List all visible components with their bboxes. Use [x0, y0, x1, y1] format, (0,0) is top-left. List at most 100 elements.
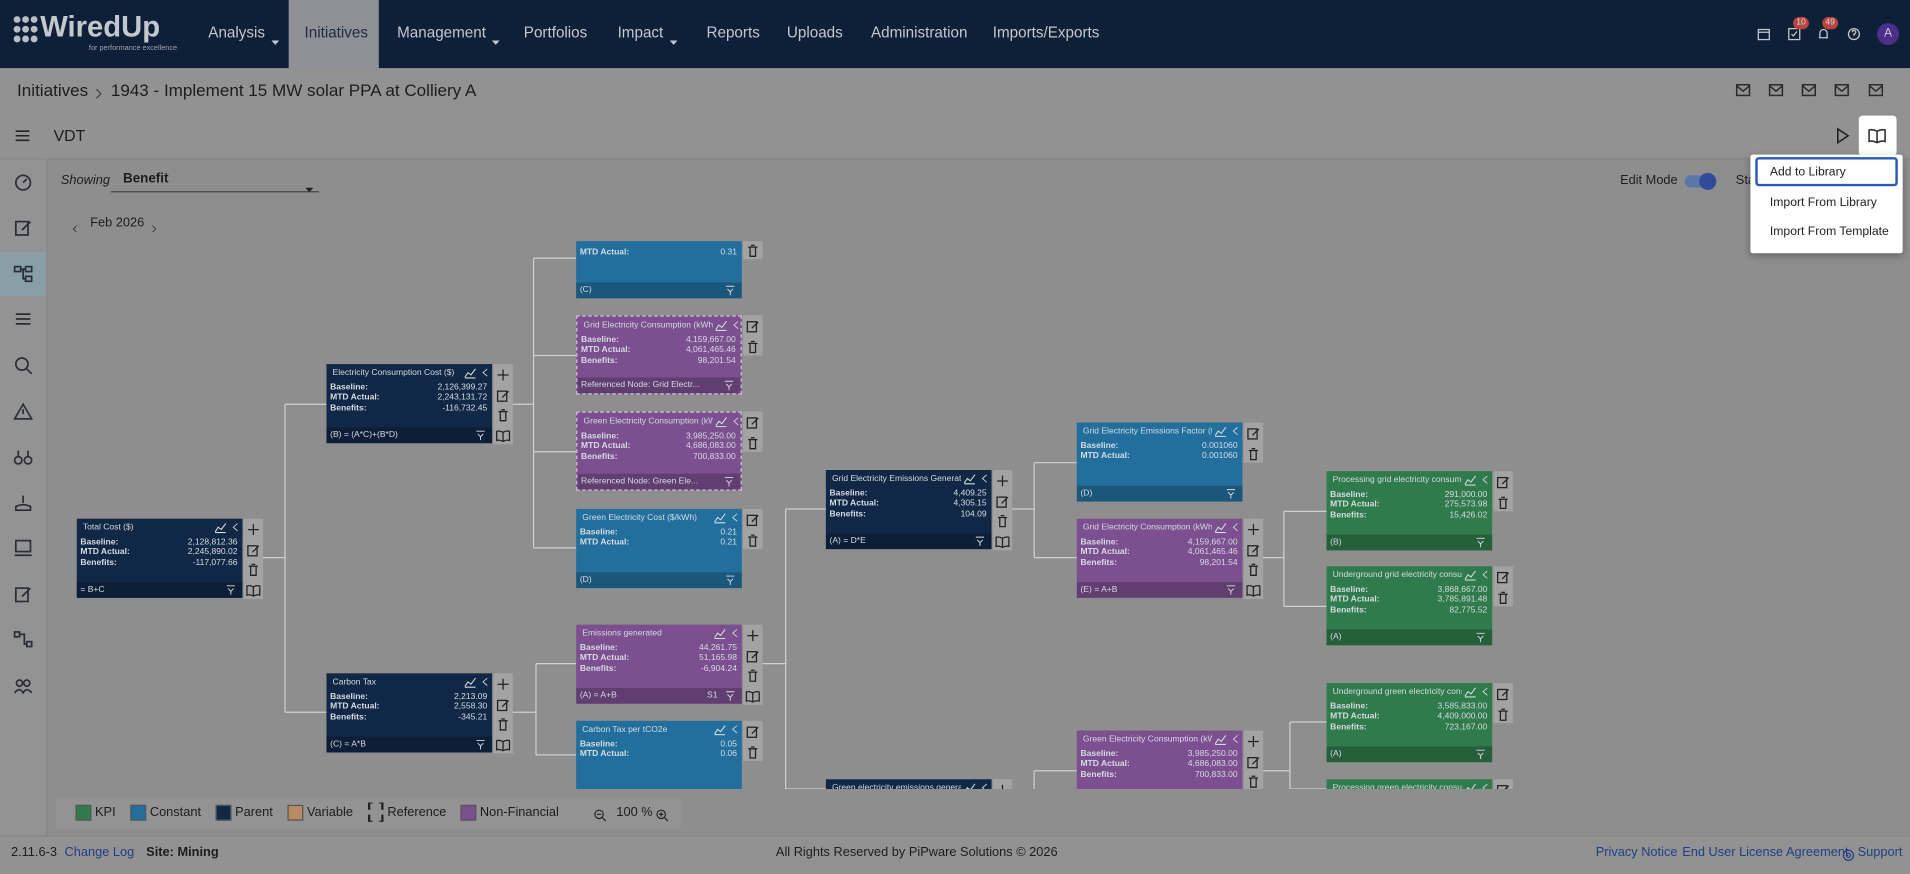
node-collapse[interactable] — [979, 782, 989, 790]
vdt-node[interactable]: Carbon Tax per tCO2e Baseline: 0.05 MTD Act… — [576, 720, 742, 790]
node-action[interactable] — [496, 736, 511, 751]
node-action[interactable] — [1246, 581, 1261, 597]
node-action[interactable] — [1496, 706, 1511, 721]
node-action[interactable] — [745, 434, 760, 449]
node-collapse[interactable] — [1480, 474, 1490, 486]
sidebar-icon[interactable] — [13, 402, 34, 421]
node-chart-icon[interactable] — [1463, 782, 1478, 790]
sidebar-icon[interactable] — [13, 584, 32, 603]
node-action[interactable] — [1246, 445, 1261, 460]
node-chart-icon[interactable] — [713, 627, 728, 640]
node-collapse[interactable] — [730, 511, 740, 523]
menu-item[interactable]: Import From Library — [1769, 195, 1877, 209]
node-action[interactable] — [496, 676, 511, 691]
sidebar-icon[interactable] — [13, 172, 32, 191]
node-action[interactable] — [1496, 782, 1511, 790]
sidebar-icon[interactable] — [13, 264, 33, 283]
changelog-link[interactable]: Change Log — [64, 845, 135, 860]
vdt-node[interactable]: Grid Electricity Consumption (kWh) Baseli… — [576, 315, 742, 395]
node-action[interactable] — [1246, 521, 1261, 536]
header-icon[interactable] — [1847, 26, 1862, 41]
breadcrumb-link[interactable]: Initiatives — [17, 80, 89, 100]
nav-item[interactable]: Analysis — [208, 24, 265, 42]
node-collapse[interactable] — [1480, 569, 1490, 581]
node-collapse[interactable] — [1480, 686, 1490, 698]
node-chart-icon[interactable] — [962, 782, 977, 790]
vdt-node[interactable]: Grid Electricity Consumption (kWh) Baseli… — [1076, 518, 1243, 598]
sidebar-icon[interactable] — [13, 676, 33, 695]
node-collapse[interactable] — [731, 319, 741, 331]
node-action[interactable] — [1496, 474, 1511, 489]
node-action[interactable] — [745, 531, 760, 547]
vdt-node[interactable]: Green electricity emissions generat... — [825, 779, 992, 790]
node-action[interactable] — [995, 493, 1010, 508]
node-chart-icon[interactable] — [463, 676, 478, 688]
node-collapse[interactable] — [480, 676, 490, 688]
node-expand[interactable] — [1475, 632, 1486, 643]
nav-item[interactable]: Management — [397, 24, 486, 42]
node-action[interactable] — [1496, 589, 1511, 604]
node-action[interactable] — [995, 802, 1010, 817]
node-action[interactable] — [745, 414, 760, 429]
sidebar-icon[interactable] — [13, 218, 32, 237]
prev-period[interactable] — [71, 218, 80, 233]
next-period[interactable] — [150, 218, 159, 233]
node-action[interactable] — [1246, 793, 1261, 808]
vdt-node[interactable]: Underground grid electricity consu... Bas… — [1326, 566, 1493, 646]
vdt-node[interactable]: Processing grid electricity consump... Ba… — [1326, 471, 1493, 551]
node-collapse[interactable] — [480, 366, 490, 378]
play-button[interactable] — [1833, 127, 1851, 145]
vdt-node[interactable]: Green Electricity Consumption (kWh Baseli… — [576, 411, 742, 491]
avatar[interactable]: A — [1877, 23, 1900, 46]
nav-item[interactable]: Uploads — [786, 24, 843, 42]
node-action[interactable] — [745, 511, 760, 527]
action-icon[interactable] — [1767, 82, 1784, 99]
node-chart-icon[interactable] — [1463, 474, 1478, 486]
node-action[interactable] — [745, 667, 760, 682]
node-action[interactable] — [496, 427, 511, 442]
sidebar-icon[interactable] — [13, 538, 32, 557]
node-action[interactable] — [745, 242, 760, 257]
nav-item[interactable]: Impact — [617, 24, 664, 42]
node-expand[interactable] — [724, 476, 735, 487]
action-icon[interactable] — [1735, 82, 1752, 99]
node-action[interactable] — [246, 561, 261, 576]
node-expand[interactable] — [974, 536, 985, 547]
node-chart-icon[interactable] — [213, 521, 228, 534]
node-action[interactable] — [1246, 733, 1261, 748]
vdt-node[interactable]: Total Cost ($) Baseline: 2,128,812.36 MTD A… — [76, 518, 243, 598]
showing-select[interactable]: Benefit — [110, 172, 320, 193]
node-action[interactable] — [246, 581, 261, 597]
node-chart-icon[interactable] — [713, 723, 728, 736]
node-collapse[interactable] — [1480, 782, 1490, 790]
node-expand[interactable] — [475, 739, 486, 750]
node-action[interactable] — [745, 647, 760, 662]
node-chart-icon[interactable] — [1463, 569, 1478, 581]
node-expand[interactable] — [225, 584, 236, 595]
node-action[interactable] — [745, 743, 760, 758]
node-action[interactable] — [745, 318, 760, 333]
vdt-node[interactable]: MTD Actual: 0.31 (C) — [576, 241, 742, 299]
node-action[interactable] — [745, 338, 760, 353]
node-expand[interactable] — [475, 430, 486, 441]
vdt-node[interactable]: Emissions generated Baseline: 44,261.75 MTD… — [576, 624, 742, 704]
node-collapse[interactable] — [730, 723, 740, 735]
node-expand[interactable] — [725, 285, 736, 296]
action-icon[interactable] — [1800, 82, 1817, 99]
sidebar-icon[interactable] — [13, 629, 33, 648]
vdt-node[interactable]: Processing green electricity consu... — [1326, 779, 1493, 790]
node-action[interactable] — [995, 513, 1010, 528]
node-action[interactable] — [745, 222, 760, 237]
menu-item[interactable]: Add to Library — [1769, 165, 1846, 179]
node-action[interactable] — [1496, 569, 1511, 584]
node-action[interactable] — [995, 472, 1010, 487]
footer-link[interactable]: Privacy Notice — [1595, 845, 1678, 860]
vdt-node[interactable]: Green Electricity Consumption (kWh Baseli… — [1076, 730, 1243, 790]
node-action[interactable] — [496, 366, 511, 381]
sidebar-icon[interactable] — [13, 309, 32, 328]
menu-item[interactable]: Import From Template — [1769, 225, 1889, 239]
nav-item[interactable]: Portfolios — [523, 24, 588, 42]
node-action[interactable] — [745, 627, 760, 642]
node-chart-icon[interactable] — [713, 511, 728, 524]
node-collapse[interactable] — [1230, 733, 1240, 745]
